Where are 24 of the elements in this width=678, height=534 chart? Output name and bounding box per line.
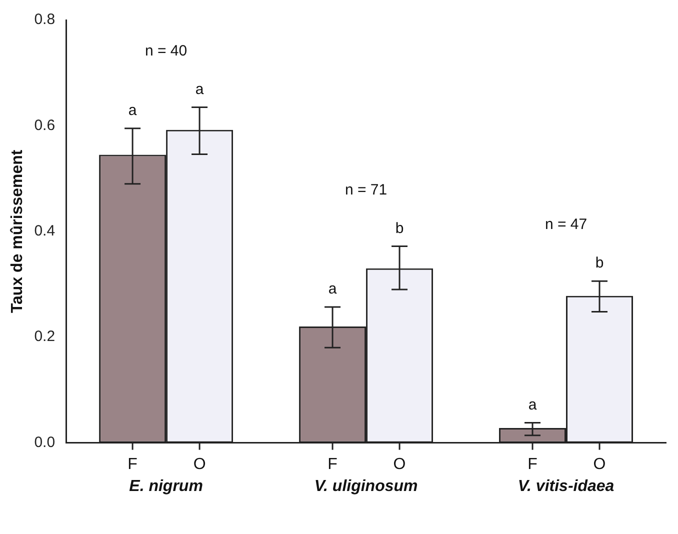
annotation: n = 47	[544, 216, 588, 234]
data-label: a	[328, 280, 338, 298]
data-label: b	[595, 254, 604, 272]
data-label: a	[528, 396, 538, 414]
data-label: a	[128, 102, 138, 119]
x-tick-label: E. nigrum	[129, 478, 203, 495]
y-tick-label: 0.8	[34, 11, 56, 28]
annotation: n = 71	[344, 181, 388, 198]
y-tick-label: 0.0	[34, 434, 56, 451]
y-tick-label: 0.4	[34, 222, 56, 240]
series-label: F	[128, 456, 138, 474]
series-label: O	[193, 456, 206, 474]
text: F	[528, 456, 538, 474]
text: O	[593, 456, 606, 474]
text: O	[393, 456, 406, 474]
y-axis-title: Taux de mûrissement	[9, 149, 26, 314]
x-tick-label: V. vitis-idaea	[518, 478, 614, 495]
y-tick-label: 0.2	[34, 328, 56, 346]
data-label: a	[195, 80, 204, 98]
text: F	[328, 456, 338, 474]
y-tick-label: 0.6	[34, 116, 56, 134]
x-tick-label: V. uliginosum	[314, 478, 418, 495]
data-label: b	[395, 220, 404, 237]
annotation: n = 40	[144, 42, 188, 60]
